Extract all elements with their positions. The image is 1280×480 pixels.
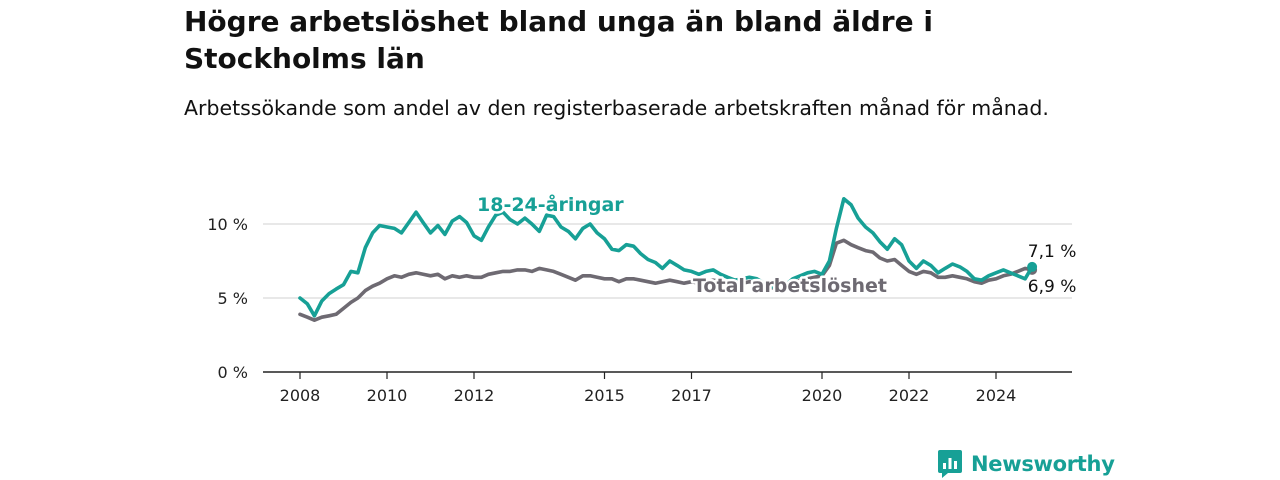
series-label-youth: 18-24-åringar [477,192,624,216]
x-tick-label: 2022 [889,386,930,405]
newsworthy-logo[interactable]: Newsworthy [937,449,1115,479]
y-tick-label: 10 % [207,215,248,234]
y-tick-label: 0 % [218,363,248,382]
series-lines [298,197,1038,323]
grid-lines [263,223,1072,299]
series-labels: 18-24-åringar Total arbetslöshet 7,1 % 6,9 … [475,190,1079,300]
x-tick-label: 2020 [802,386,843,405]
chart-subtitle: Arbetssökande som andel av den registerb… [184,96,1049,120]
x-tick-label: 2012 [454,386,495,405]
end-point-youth [1027,261,1038,272]
newsworthy-chat-icon [938,450,962,478]
x-axis-ticks: 2008 2010 2012 2015 2017 2020 2022 2024 [280,372,1017,405]
x-tick-label: 2024 [976,386,1017,405]
end-value-youth: 7,1 % [1028,242,1077,262]
x-tick-label: 2015 [584,386,625,405]
x-tick-label: 2010 [367,386,408,405]
y-tick-label: 5 % [218,289,248,308]
series-label-total: Total arbetslöshet [693,275,887,297]
series-line-total [298,238,1034,323]
end-value-total: 6,9 % [1028,277,1077,297]
chart-title: Högre arbetslöshet bland unga än bland ä… [184,5,933,75]
series-line-youth [298,197,1034,318]
line-chart: 0 %5 %10 % 2008 2010 2012 2015 2017 2020 2022 2… [207,190,1079,405]
y-axis-ticks: 0 % 5 % 10 % [207,215,248,382]
brand-name: Newsworthy [971,452,1115,476]
x-tick-label: 2017 [671,386,712,405]
x-tick-label: 2008 [280,386,321,405]
